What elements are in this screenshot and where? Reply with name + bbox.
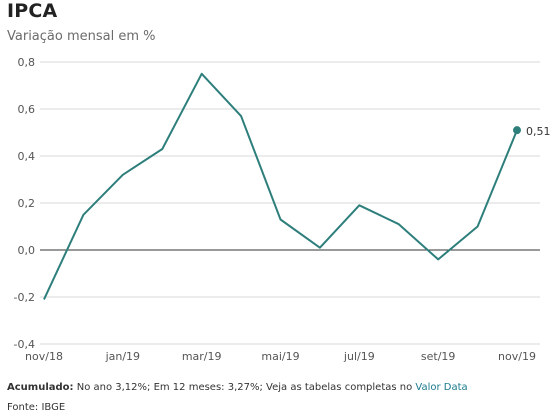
source-note: Fonte: IBGE: [7, 402, 66, 413]
end-point-marker: [513, 126, 521, 135]
y-tick-label: -0,4: [14, 338, 35, 351]
y-tick-label: -0,2: [14, 291, 35, 304]
x-tick-label: jan/19: [105, 350, 140, 363]
valor-data-link[interactable]: Valor Data: [415, 382, 468, 393]
series-line: [43, 72, 518, 300]
accumulated-label: Acumulado:: [7, 382, 74, 393]
x-tick-label: nov/19: [498, 350, 536, 363]
chart-title: IPCA: [7, 0, 58, 22]
x-tick-label: mar/19: [182, 350, 222, 363]
x-tick-label: nov/18: [25, 350, 63, 363]
x-tick-label: jul/19: [343, 350, 375, 363]
x-tick-label: mai/19: [261, 350, 299, 363]
accumulated-text: No ano 3,12%; Em 12 meses: 3,27%; Veja a…: [73, 382, 416, 393]
end-point-label: 0,51: [526, 125, 551, 138]
accumulated-note: Acumulado: No ano 3,12%; Em 12 meses: 3,…: [7, 382, 468, 393]
chart-subtitle: Variação mensal em %: [7, 29, 156, 44]
x-tick-label: set/19: [421, 350, 456, 363]
y-tick-label: 0,4: [18, 150, 36, 163]
y-tick-label: 0,6: [18, 103, 36, 116]
y-tick-label: 0,2: [18, 197, 36, 210]
y-tick-label: 0,0: [18, 244, 36, 257]
y-tick-label: 0,8: [18, 56, 36, 69]
